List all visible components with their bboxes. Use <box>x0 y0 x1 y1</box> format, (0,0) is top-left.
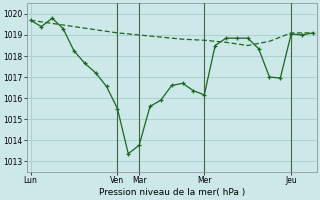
X-axis label: Pression niveau de la mer( hPa ): Pression niveau de la mer( hPa ) <box>99 188 245 197</box>
